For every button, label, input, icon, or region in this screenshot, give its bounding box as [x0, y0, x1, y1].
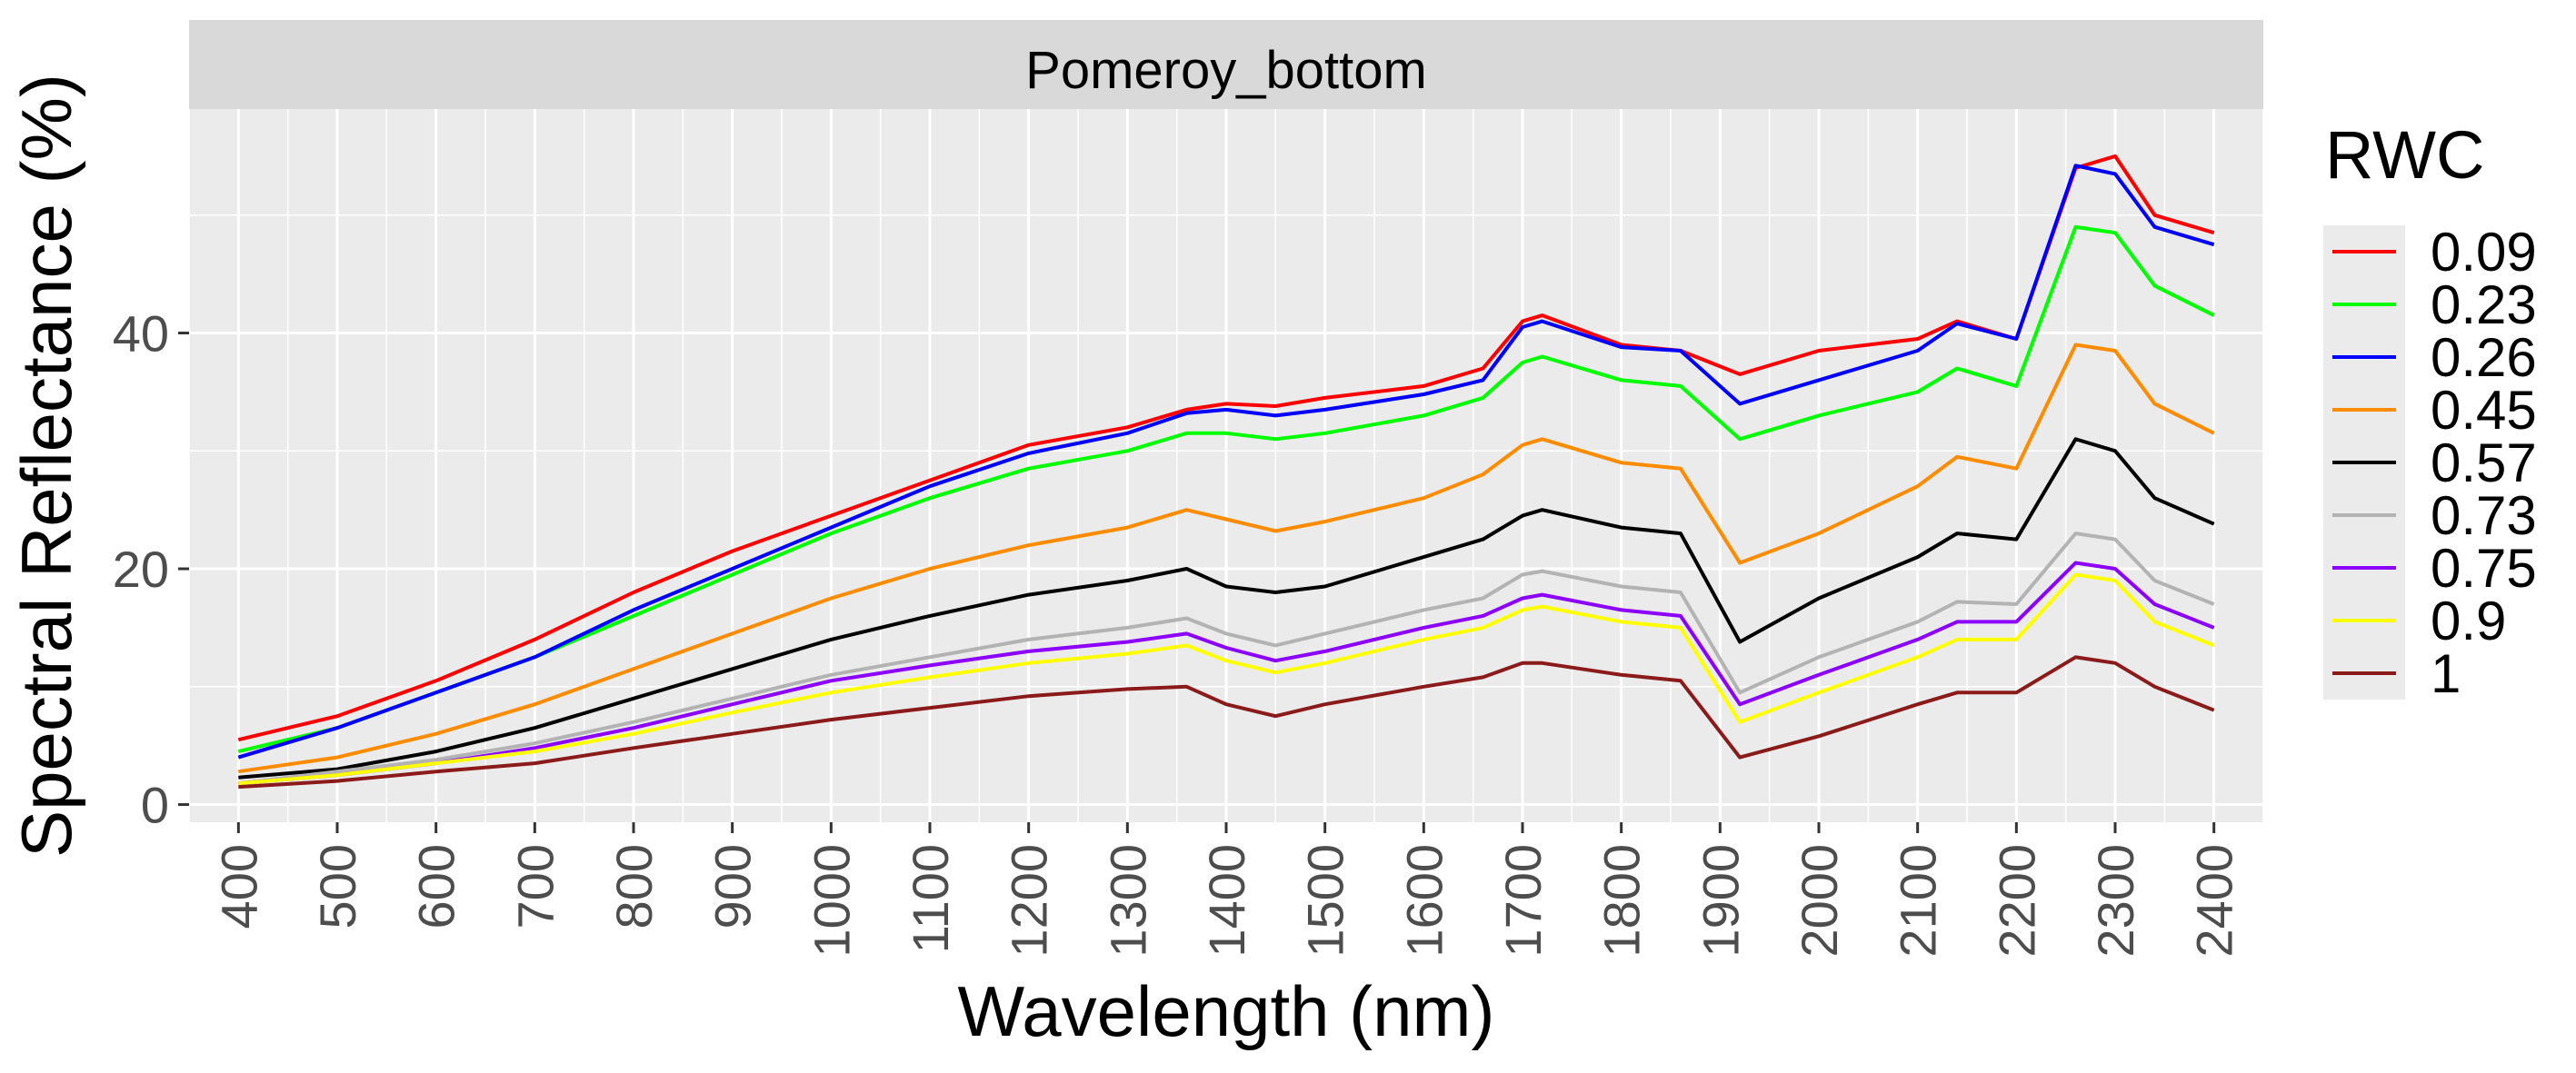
x-tick-label: 1700 [1494, 844, 1552, 958]
series-line-0.75 [238, 561, 2215, 786]
y-axis: 0 20 40 [113, 305, 189, 834]
x-axis: 400 500 600 700 800 900 1000 1100 1200 1300 1400 15… [210, 822, 2243, 958]
x-tick-label: 700 [506, 844, 564, 929]
series-line-0.73 [238, 532, 2215, 786]
x-tick-label: 1800 [1593, 844, 1651, 958]
x-tick-label: 1600 [1395, 844, 1453, 958]
x-tick-label: 1400 [1198, 844, 1255, 958]
series-line-0.23 [237, 224, 2215, 754]
series-lines [237, 154, 2215, 790]
legend-label: 0.73 [2431, 485, 2537, 546]
y-tick-label: 0 [141, 777, 169, 834]
x-tick-label: 2000 [1791, 844, 1848, 958]
series-line-0.45 [238, 343, 2215, 774]
series-line-1 [238, 655, 2215, 790]
x-tick-label: 500 [309, 844, 366, 929]
legend-label: 0.75 [2431, 538, 2537, 599]
y-tick-label: 40 [113, 305, 169, 363]
x-tick-label: 2400 [2186, 844, 2243, 958]
legend-label: 0.23 [2431, 274, 2537, 335]
facet-title: Pomeroy_bottom [1025, 41, 1427, 100]
x-tick-label: 800 [605, 844, 663, 929]
x-tick-label: 2300 [2087, 844, 2144, 958]
legend-items: 0.090.230.260.450.570.730.750.91 [2332, 222, 2537, 704]
x-tick-label: 1000 [803, 844, 860, 958]
x-tick-label: 2100 [1890, 844, 1947, 958]
x-tick-label: 600 [408, 844, 465, 929]
legend-label: 0.57 [2431, 432, 2537, 493]
legend: RWC 0.090.230.260.450.570.730.750.91 [2323, 117, 2537, 704]
y-axis-label: Spectral Reflectance (%) [6, 74, 86, 858]
x-tick-label: 2200 [1988, 844, 2045, 958]
legend-label: 0.9 [2431, 591, 2506, 651]
legend-label: 1 [2431, 643, 2461, 704]
y-tick-label: 20 [113, 541, 169, 598]
x-tick-label: 1500 [1297, 844, 1354, 958]
series-line-0.9 [238, 572, 2215, 786]
x-axis-label: Wavelength (nm) [958, 971, 1495, 1051]
legend-label: 0.45 [2431, 380, 2537, 441]
x-tick-label: 400 [210, 844, 267, 929]
x-tick-label: 1100 [902, 844, 959, 953]
x-tick-label: 1300 [1099, 844, 1156, 958]
legend-label: 0.09 [2431, 222, 2537, 283]
x-tick-label: 1200 [1001, 844, 1058, 958]
legend-label: 0.26 [2431, 327, 2537, 388]
legend-title: RWC [2325, 117, 2484, 193]
facet-strip [189, 20, 2263, 109]
x-tick-label: 900 [704, 844, 762, 929]
x-tick-label: 1900 [1692, 844, 1749, 958]
series-line-0.57 [238, 437, 2215, 780]
series-line-0.26 [237, 164, 2215, 760]
